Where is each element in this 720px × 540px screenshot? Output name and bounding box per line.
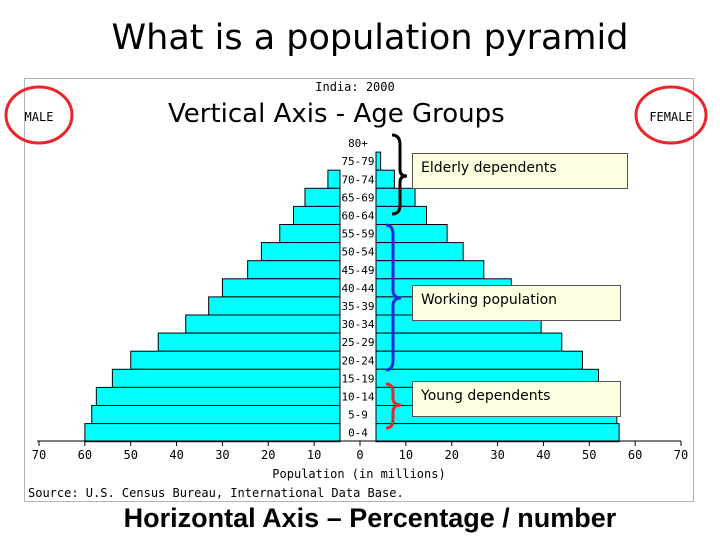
- x-tick-label: 70: [32, 448, 46, 462]
- x-tick-label: 60: [628, 448, 642, 462]
- age-group-label: 5-9: [348, 409, 368, 422]
- age-group-label: 65-69: [341, 191, 374, 204]
- age-labels-group: 80+ 75-79 70-74 65-69 60-64 55-59 50-54 45-49 40…: [341, 137, 374, 440]
- male-label: MALE: [25, 110, 53, 124]
- x-ticks-group: 70 60 50 40 30 20 10 0 10 20 30 40 50 60 70: [32, 441, 688, 462]
- slide-title: What is a population pyramid: [111, 18, 629, 58]
- young-bracket: [385, 382, 402, 430]
- x-tick-label: 0: [356, 448, 363, 462]
- age-group-label: 60-64: [341, 210, 374, 223]
- young-callout: Young dependents: [412, 381, 621, 417]
- age-group-label: 75-79: [341, 155, 374, 168]
- male-highlight-circle: [4, 85, 74, 145]
- age-group-label: 70-74: [341, 173, 374, 186]
- female-highlight-circle: [634, 85, 708, 145]
- elderly-callout: Elderly dependents: [412, 153, 628, 189]
- x-tick-label: 30: [490, 448, 504, 462]
- vertical-axis-annotation: Vertical Axis - Age Groups: [168, 99, 505, 129]
- x-tick-label: 60: [78, 448, 92, 462]
- age-group-label: 10-14: [341, 391, 374, 404]
- elderly-bracket: [391, 133, 408, 216]
- x-axis-label: Population (in millions): [272, 467, 445, 481]
- age-group-label: 25-29: [341, 336, 374, 349]
- age-group-label: 55-59: [341, 228, 374, 241]
- age-group-label: 30-34: [341, 318, 374, 331]
- working-bracket: [385, 223, 402, 372]
- age-group-label: 20-24: [341, 354, 374, 367]
- horizontal-axis-annotation: Horizontal Axis – Percentage / number: [123, 503, 617, 533]
- male-bar-0-4: [84, 423, 341, 443]
- age-group-label: 15-19: [341, 372, 374, 385]
- x-tick-label: 50: [582, 448, 596, 462]
- age-group-label: 35-39: [341, 300, 374, 313]
- female-label: FEMALE: [649, 110, 692, 124]
- x-tick-label: 50: [123, 448, 137, 462]
- chart-title: India: 2000: [315, 80, 394, 94]
- age-group-label: 40-44: [341, 282, 374, 295]
- x-tick-label: 30: [215, 448, 229, 462]
- age-group-label: 80+: [348, 137, 368, 150]
- working-callout: Working population: [412, 285, 621, 321]
- x-tick-label: 40: [169, 448, 183, 462]
- x-tick-label: 10: [399, 448, 413, 462]
- x-tick-label: 20: [261, 448, 275, 462]
- age-group-label: 45-49: [341, 264, 374, 277]
- age-group-label: 0-4: [348, 427, 368, 440]
- source-note: Source: U.S. Census Bureau, Internationa…: [28, 486, 404, 500]
- age-group-label: 50-54: [341, 246, 374, 259]
- x-tick-label: 40: [536, 448, 550, 462]
- x-tick-label: 10: [307, 448, 321, 462]
- x-tick-label: 70: [674, 448, 688, 462]
- x-tick-label: 20: [444, 448, 458, 462]
